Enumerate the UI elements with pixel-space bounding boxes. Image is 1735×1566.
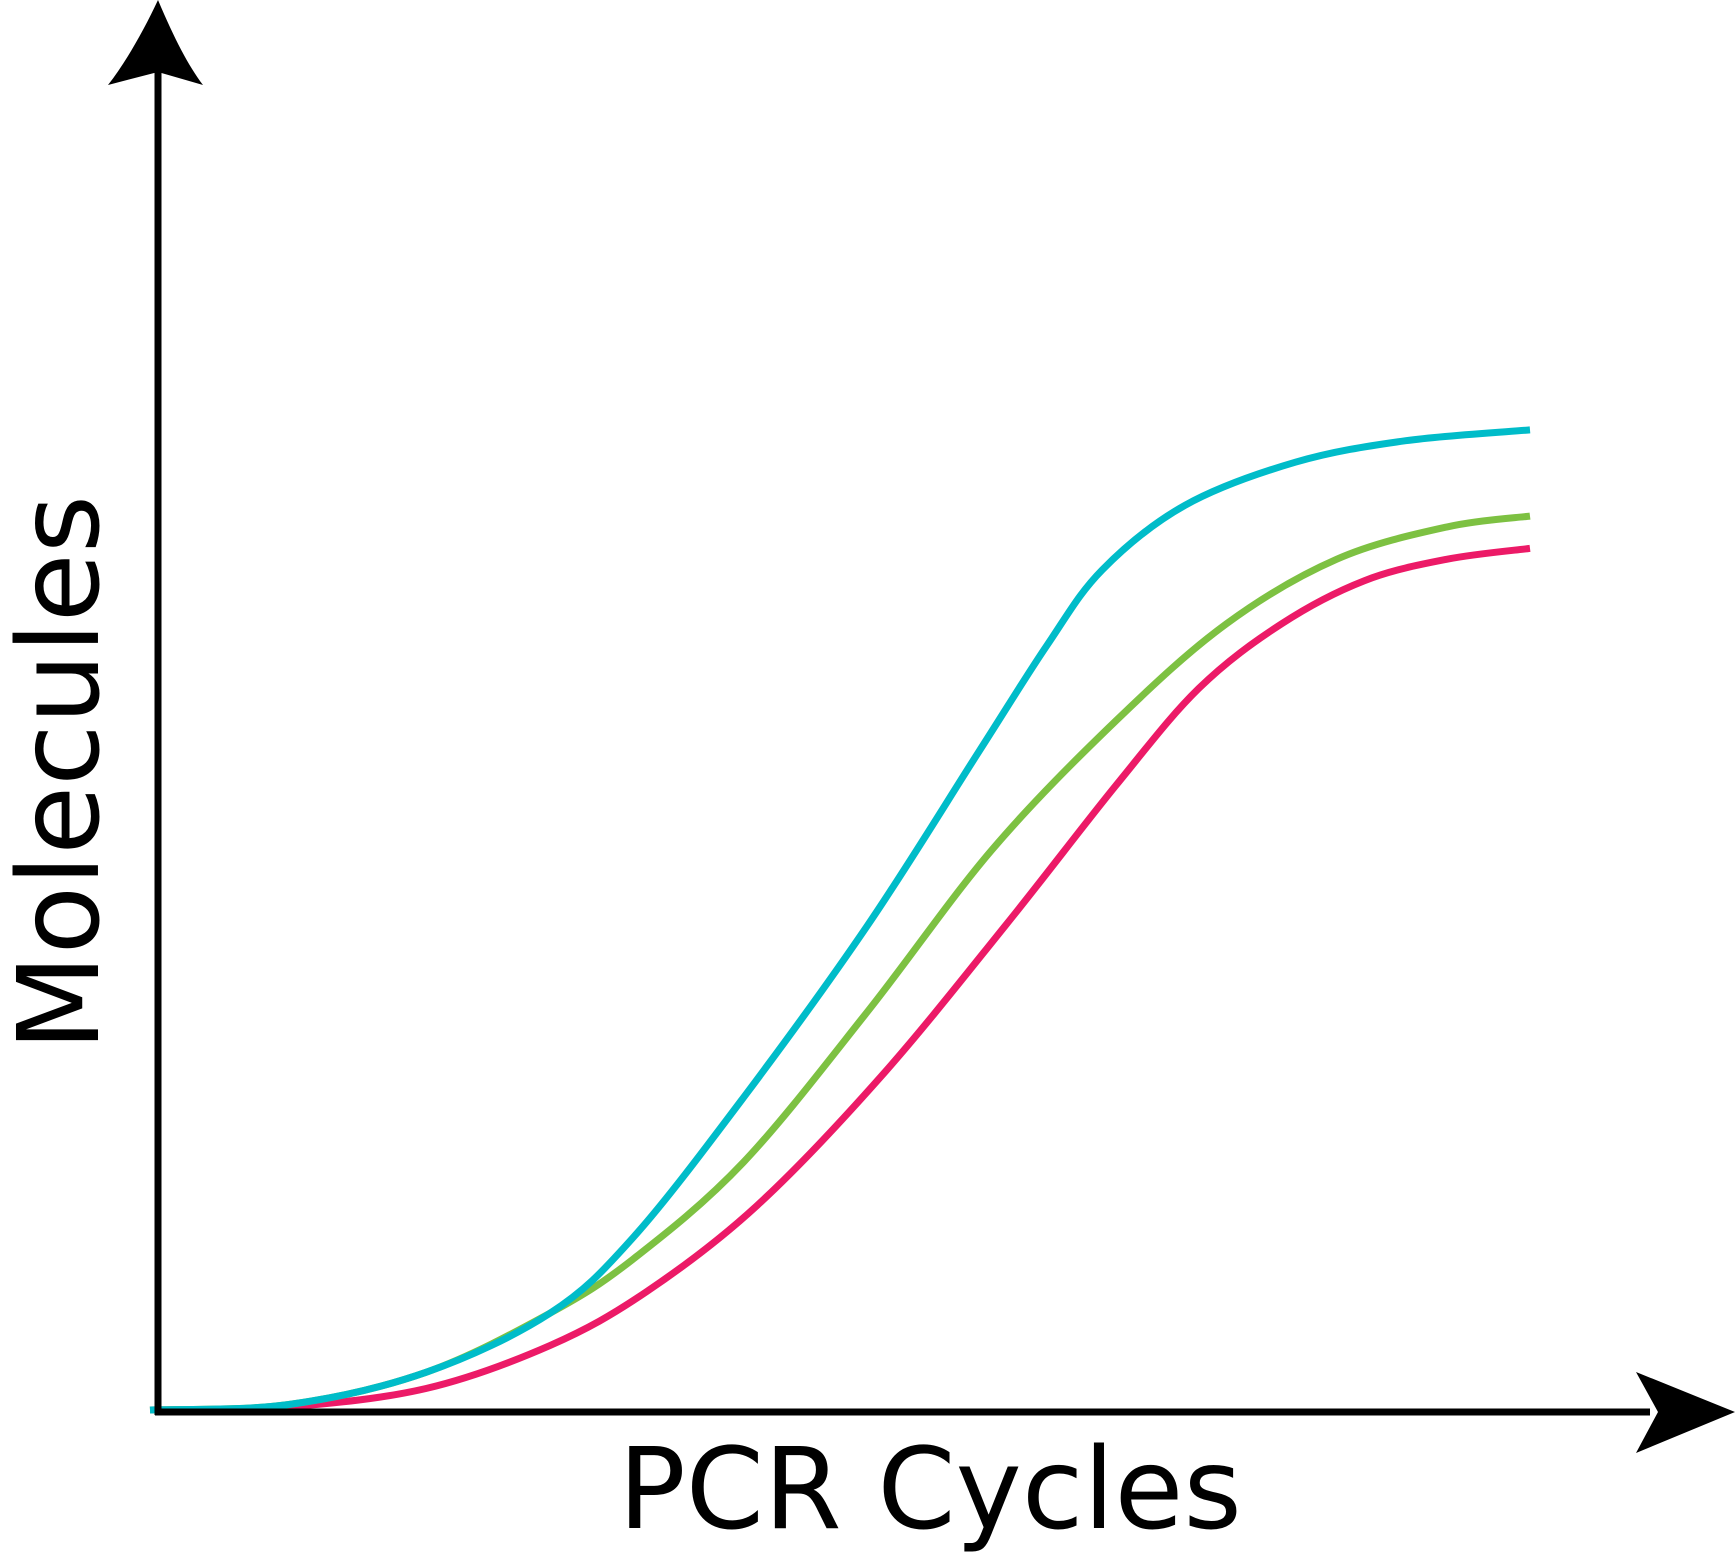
y-axis-label: Molecules xyxy=(0,495,125,1051)
y-axis-arrow-icon xyxy=(108,0,203,85)
x-axis-label: PCR Cycles xyxy=(618,1425,1242,1555)
series-line-3 xyxy=(149,544,1531,1414)
x-axis-arrow-icon xyxy=(1636,1372,1735,1453)
series-group xyxy=(149,426,1531,1414)
series-line-1 xyxy=(149,426,1531,1414)
